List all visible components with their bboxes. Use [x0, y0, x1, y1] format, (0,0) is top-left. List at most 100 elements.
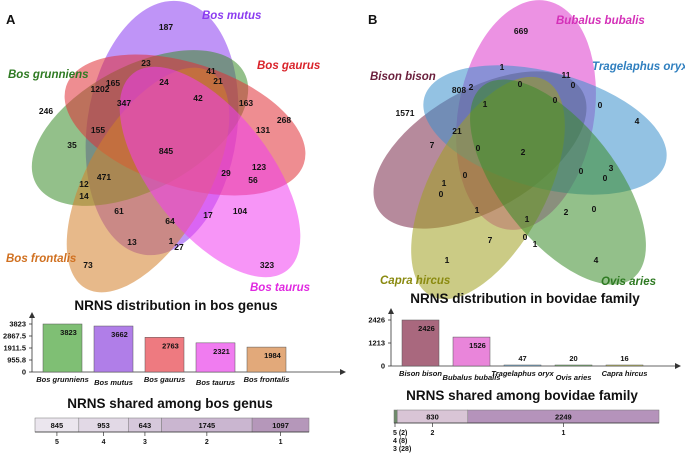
y-tick-label: 0 — [22, 368, 26, 377]
venn-region-count: 35 — [67, 140, 77, 150]
y-tick-label: 2867.5 — [3, 331, 26, 340]
venn-region-count: 23 — [141, 58, 151, 68]
stacked-footnote: 5 (2) — [393, 430, 407, 437]
venn-a-label-bos-taurus: Bos taurus — [250, 282, 310, 294]
venn-region-count: 1 — [533, 239, 538, 249]
stacked-tick-label: 5 — [55, 439, 59, 446]
stacked-bar-b-title: NRNS shared among bovidae family — [406, 388, 638, 403]
venn-region-count: 2 — [469, 82, 474, 92]
bar — [503, 364, 542, 367]
stacked-bar-bos-genus: 845 5 953 4 643 3 1745 2 1097 1 — [34, 417, 310, 446]
venn-region-count: 4 — [635, 116, 640, 126]
venn-region-count: 163 — [239, 98, 253, 108]
stacked-footnote: 3 (28) — [393, 446, 411, 453]
venn-region-count: 323 — [260, 260, 274, 270]
stacked-bar-a-title: NRNS shared among bos genus — [67, 396, 273, 411]
venn-region-count: 24 — [159, 77, 169, 87]
venn-region-count: 1 — [500, 62, 505, 72]
venn-diagram-bos-genus: Bos mutus Bos grunniens Bos gaurus Bos f… — [6, 0, 320, 294]
x-axis-arrow — [340, 369, 346, 375]
bar — [42, 323, 83, 373]
bar — [144, 337, 185, 373]
y-tick-label: 1213 — [368, 339, 385, 348]
bar-value-label: 47 — [518, 354, 526, 363]
bar — [195, 342, 236, 373]
venn-region-count: 1 — [525, 214, 530, 224]
venn-region-count: 471 — [97, 172, 111, 182]
panel-label-a: A — [6, 12, 16, 27]
venn-region-count: 0 — [463, 170, 468, 180]
bar-chart-a-title: NRNS distribution in bos genus — [74, 298, 277, 313]
stacked-segment-value: 845 — [51, 421, 64, 430]
y-tick-label: 3823 — [9, 320, 26, 329]
y-axis-arrow — [388, 308, 394, 314]
y-tick-label: 1911.5 — [3, 344, 26, 353]
venn-region-count: 12 — [79, 179, 89, 189]
stacked-segment-value: 953 — [97, 421, 110, 430]
venn-region-count: 2 — [564, 207, 569, 217]
venn-region-count: 0 — [592, 204, 597, 214]
bar-value-label: 1984 — [264, 351, 282, 360]
venn-region-count: 0 — [598, 100, 603, 110]
venn-region-count: 14 — [79, 191, 89, 201]
bar-value-label: 3823 — [60, 328, 77, 337]
bar-value-label: 2763 — [162, 341, 179, 350]
venn-region-count: 4 — [594, 255, 599, 265]
stacked-tick-label: 3 — [143, 439, 147, 446]
venn-region-count: 131 — [256, 125, 270, 135]
venn-region-count: 0 — [553, 95, 558, 105]
venn-region-count: 13 — [127, 237, 137, 247]
venn-region-count: 0 — [603, 173, 608, 183]
panel-label-b: B — [368, 12, 377, 27]
venn-region-count: 187 — [159, 22, 173, 32]
venn-region-count: 0 — [523, 232, 528, 242]
venn-region-count: 808 — [452, 85, 466, 95]
y-tick-label: 955.8 — [7, 355, 26, 364]
stacked-segment-value: 830 — [426, 413, 439, 422]
stacked-tick-label: 1 — [561, 430, 565, 437]
category-label: Bos mutus — [94, 378, 133, 387]
stacked-tick-label: 2 — [205, 439, 209, 446]
venn-region-count: 0 — [439, 189, 444, 199]
venn-region-count: 1 — [483, 99, 488, 109]
bar-chart-bovidae-family: 2426 1213 0 2426 Bison bison 1526 Bubalus buba… — [368, 308, 681, 382]
venn-region-count: 155 — [91, 125, 105, 135]
venn-diagram-bovidae-family: Bubalus bubalis Bison bison Tragelaphus … — [370, 0, 685, 300]
category-label: Ovis aries — [556, 373, 592, 382]
category-label: Bos taurus — [196, 378, 235, 387]
bar — [401, 319, 440, 367]
venn-region-count: 2 — [521, 147, 526, 157]
stacked-segment — [393, 409, 398, 424]
bar — [452, 336, 491, 367]
venn-a-label-bos-gaurus: Bos gaurus — [257, 60, 320, 72]
venn-region-count: 64 — [165, 216, 175, 226]
bar-value-label: 1526 — [469, 341, 486, 350]
stacked-tick-label: 2 — [431, 430, 435, 437]
venn-region-count: 1 — [475, 205, 480, 215]
bar — [605, 364, 644, 367]
category-label: Capra hircus — [602, 369, 648, 378]
venn-region-count: 347 — [117, 98, 131, 108]
stacked-segment-value: 1745 — [199, 421, 216, 430]
bar — [554, 364, 593, 367]
bar — [246, 346, 287, 373]
bar-chart-b-title: NRNS distribution in bovidae family — [410, 291, 640, 306]
venn-region-count: 41 — [206, 66, 216, 76]
stacked-tick-label: 4 — [102, 439, 106, 446]
stacked-footnote: 4 (8) — [393, 438, 407, 445]
venn-region-count: 0 — [579, 166, 584, 176]
venn-region-count: 104 — [233, 206, 247, 216]
venn-region-count: 61 — [114, 206, 124, 216]
venn-b-label-capra-hircus: Capra hircus — [380, 275, 450, 287]
stacked-tick-label: 1 — [279, 439, 283, 446]
venn-region-count: 669 — [514, 26, 528, 36]
category-label: Bison bison — [399, 369, 442, 378]
venn-region-count: 1 — [442, 178, 447, 188]
category-label: Bos frontalis — [244, 375, 290, 384]
venn-b-label-ovis-aries: Ovis aries — [601, 276, 656, 288]
venn-region-count: 29 — [221, 168, 231, 178]
venn-region-count: 1571 — [396, 108, 415, 118]
stacked-segment-value: 2249 — [555, 413, 572, 422]
venn-b-label-bison-bison: Bison bison — [370, 71, 436, 83]
